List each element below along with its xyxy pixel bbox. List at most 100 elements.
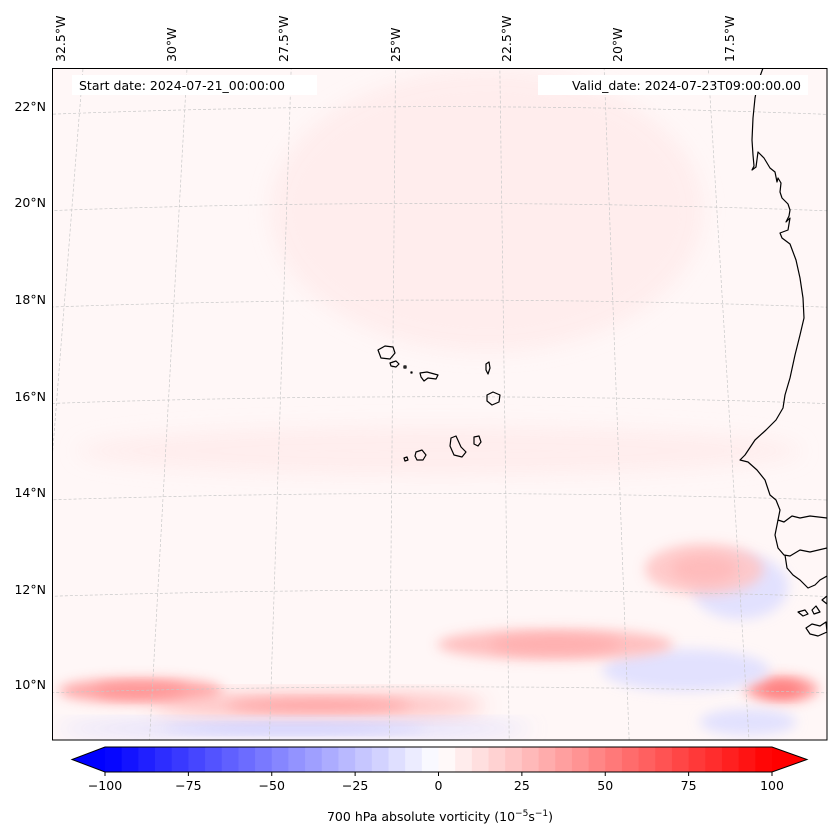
colorbar-cell bbox=[188, 747, 206, 772]
coastlines bbox=[377, 68, 827, 637]
lat-tick-label: 12°N bbox=[14, 582, 46, 597]
colorbar-tick-label: −25 bbox=[342, 778, 368, 793]
colorbar-cell bbox=[338, 747, 356, 772]
island-coastline bbox=[486, 391, 501, 406]
colorbar-cell bbox=[238, 747, 256, 772]
colorbar-cell bbox=[321, 747, 339, 772]
start-date-text: Start date: 2024-07-21_00:00:00 bbox=[79, 78, 285, 93]
meridian-line bbox=[52, 68, 84, 465]
colorbar-cell bbox=[588, 747, 606, 772]
island-coastline bbox=[485, 361, 491, 375]
colorbar-cell bbox=[638, 747, 656, 772]
map-axes: Start date: 2024-07-21_00:00:00 Valid_da… bbox=[52, 68, 828, 741]
lat-tick-label: 10°N bbox=[14, 677, 46, 692]
lon-tick-labels: 32.5°W 30°W 27.5°W 25°W 22.5°W 20°W 17.5… bbox=[53, 16, 737, 62]
lat-tick-label: 18°N bbox=[14, 292, 46, 307]
lat-tick-label: 14°N bbox=[14, 485, 46, 500]
colorbar-cell bbox=[271, 747, 289, 772]
parallel-line bbox=[52, 686, 827, 694]
lon-tick-label: 25°W bbox=[388, 27, 403, 62]
colorbar-cell bbox=[405, 747, 423, 772]
colorbar-cell bbox=[305, 747, 323, 772]
colorbar-cell bbox=[621, 747, 639, 772]
colorbar-cell bbox=[288, 747, 306, 772]
graticule bbox=[52, 68, 827, 740]
colorbar-tick-label: −50 bbox=[259, 778, 285, 793]
colorbar-cell bbox=[388, 747, 406, 772]
lon-tick-label: 27.5°W bbox=[276, 16, 291, 62]
colorbar-ticks: −100 −75 −50 −25 0 25 50 75 100 bbox=[88, 772, 784, 793]
valid-date-annotation: Valid_date: 2024-07-23T09:00:00.00 bbox=[538, 75, 808, 95]
lon-tick-label: 20°W bbox=[610, 27, 625, 62]
island-coastline bbox=[410, 371, 413, 374]
colorbar-cell bbox=[421, 747, 439, 772]
bissagos-island-coastline bbox=[821, 595, 827, 605]
lon-tick-label: 30°W bbox=[164, 27, 179, 62]
island-coastline bbox=[419, 371, 439, 382]
valid-date-text: Valid_date: 2024-07-23T09:00:00.00 bbox=[572, 78, 801, 93]
vorticity-region bbox=[77, 426, 802, 476]
bissagos-island-coastline bbox=[811, 605, 821, 615]
guinea-bissau-coastline bbox=[774, 519, 827, 589]
island-coastline bbox=[389, 360, 400, 368]
colorbar-cell bbox=[671, 747, 690, 772]
colorbar-cell bbox=[738, 747, 756, 772]
island-coastline bbox=[414, 449, 427, 461]
island-coastline bbox=[403, 456, 409, 462]
colorbar-cell bbox=[705, 747, 723, 772]
colorbar-tick-label: −100 bbox=[88, 778, 122, 793]
island-coastline bbox=[473, 435, 482, 447]
meridian-line bbox=[149, 68, 188, 740]
parallel-line bbox=[52, 589, 827, 597]
colorbar-extend-max bbox=[772, 747, 807, 772]
colorbar-cell bbox=[438, 747, 456, 772]
lon-tick-label: 22.5°W bbox=[499, 16, 514, 62]
colorbar-cell bbox=[105, 747, 123, 772]
colorbar-cell bbox=[155, 747, 173, 772]
vorticity-core bbox=[671, 555, 737, 584]
colorbar-cell bbox=[255, 747, 273, 772]
colorbar-cells bbox=[105, 747, 773, 772]
vorticity-region bbox=[602, 649, 770, 692]
colorbar-cell bbox=[655, 747, 673, 772]
colorbar-cell bbox=[521, 747, 539, 772]
vorticity-field bbox=[55, 69, 818, 736]
colorbar-tick-label: 100 bbox=[760, 778, 784, 793]
vorticity-core bbox=[95, 683, 186, 698]
colorbar-tick-label: −75 bbox=[175, 778, 201, 793]
meridian-line bbox=[603, 68, 630, 740]
island-coastline bbox=[449, 435, 467, 458]
colorbar-cell bbox=[121, 747, 139, 772]
parallel-line bbox=[52, 396, 827, 404]
lon-tick-label: 32.5°W bbox=[53, 16, 68, 62]
vorticity-region bbox=[270, 69, 704, 352]
colorbar-cell bbox=[205, 747, 223, 772]
lon-tick-label: 17.5°W bbox=[722, 16, 737, 62]
bissagos-island-coastline bbox=[797, 609, 809, 617]
colorbar-cell bbox=[221, 747, 239, 772]
colorbar-cell bbox=[138, 747, 156, 772]
colorbar-cell bbox=[721, 747, 740, 772]
mainland-coastline bbox=[739, 68, 827, 523]
colorbar-cell bbox=[538, 747, 556, 772]
parallel-line bbox=[52, 203, 827, 212]
colorbar-cell bbox=[755, 747, 773, 772]
colorbar-cell bbox=[688, 747, 706, 772]
colorbar-cell bbox=[605, 747, 623, 772]
start-date-annotation: Start date: 2024-07-21_00:00:00 bbox=[72, 75, 317, 95]
meridian-line bbox=[708, 68, 750, 740]
colorbar: −100 −75 −50 −25 0 25 50 75 100 700 hPa absolute… bbox=[70, 746, 809, 824]
island-coastline bbox=[377, 345, 396, 360]
vorticity-core bbox=[162, 724, 426, 733]
colorbar-tick-label: 50 bbox=[597, 778, 613, 793]
lat-tick-label: 22°N bbox=[14, 99, 46, 114]
colorbar-tick-label: 25 bbox=[514, 778, 530, 793]
lat-tick-label: 20°N bbox=[14, 195, 46, 210]
colorbar-cell bbox=[455, 747, 473, 772]
vorticity-core bbox=[490, 635, 621, 654]
map-frame bbox=[52, 68, 828, 741]
vorticity-core bbox=[761, 681, 802, 697]
parallel-line bbox=[52, 299, 827, 308]
lat-tick-label: 16°N bbox=[14, 389, 46, 404]
